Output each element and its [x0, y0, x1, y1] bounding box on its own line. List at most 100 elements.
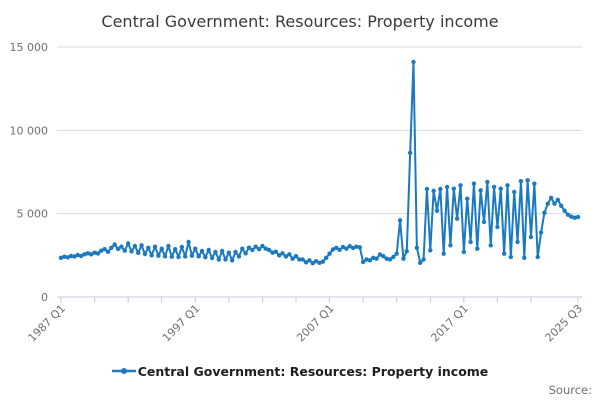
- data-point-marker: [95, 251, 101, 256]
- data-point-marker: [518, 178, 524, 184]
- data-point-marker: [109, 245, 114, 251]
- data-point-marker: [407, 150, 413, 156]
- source-label: Source:: [549, 383, 592, 397]
- data-point-marker: [317, 260, 322, 266]
- data-point-marker: [397, 218, 403, 223]
- data-point-marker: [330, 247, 336, 252]
- data-point-marker: [250, 247, 255, 253]
- data-point-marker: [183, 254, 188, 259]
- data-point-marker: [307, 258, 312, 263]
- data-point-marker: [572, 215, 577, 220]
- data-point-marker: [112, 242, 117, 247]
- data-point-marker: [448, 243, 453, 248]
- data-point-marker: [176, 254, 181, 260]
- data-point-marker: [58, 255, 64, 261]
- data-point-marker: [240, 246, 245, 251]
- data-point-marker: [297, 257, 302, 262]
- data-point-marker: [219, 248, 225, 254]
- data-point-marker: [122, 248, 127, 253]
- data-point-marker: [233, 249, 238, 255]
- x-axis-tick-label: 1997 Q1: [160, 302, 203, 345]
- data-point-marker: [555, 197, 561, 203]
- data-point-marker: [565, 212, 571, 217]
- data-point-marker: [78, 253, 84, 259]
- data-point-marker: [189, 253, 195, 258]
- y-axis-tick-label: 15 000: [10, 41, 49, 54]
- data-point-marker: [246, 245, 252, 250]
- data-point-marker: [310, 260, 315, 266]
- data-point-marker: [270, 250, 275, 255]
- data-point-marker: [475, 246, 480, 251]
- data-point-marker: [350, 245, 356, 251]
- data-point-marker: [421, 257, 426, 262]
- gridlines: [57, 46, 582, 215]
- data-point-marker: [179, 244, 185, 250]
- data-point-marker: [169, 254, 174, 259]
- data-point-marker: [562, 208, 567, 213]
- data-point-marker: [115, 246, 121, 252]
- data-point-marker: [92, 250, 97, 255]
- data-point-marker: [213, 249, 218, 255]
- data-point-marker: [300, 257, 305, 262]
- data-series: [58, 59, 581, 266]
- data-point-marker: [545, 201, 550, 206]
- data-point-marker: [293, 253, 299, 259]
- data-point-marker: [206, 247, 211, 253]
- data-point-marker: [360, 259, 366, 265]
- data-point-marker: [85, 251, 91, 256]
- data-point-marker: [434, 208, 440, 213]
- data-point-marker: [334, 245, 339, 251]
- data-point-marker: [172, 246, 178, 252]
- data-point-marker: [542, 210, 547, 215]
- data-point-marker: [193, 246, 198, 251]
- data-point-marker: [119, 244, 124, 249]
- data-point-marker: [522, 255, 527, 261]
- y-axis-tick-label: 10 000: [10, 124, 49, 137]
- legend: Central Government: Resources: Property …: [112, 364, 488, 379]
- data-point-marker: [146, 245, 151, 251]
- data-point-marker: [381, 253, 386, 259]
- data-point-marker: [99, 248, 104, 253]
- data-point-marker: [236, 254, 242, 259]
- data-point-marker: [424, 186, 430, 192]
- data-point-marker: [68, 253, 74, 259]
- data-point-marker: [347, 243, 352, 249]
- data-point-marker: [287, 252, 292, 257]
- data-point-marker: [337, 247, 342, 253]
- data-point-marker: [159, 246, 164, 251]
- axis-labels: 0 5 000 10 000 15 000 1987 Q1 1997 Q1 2007 Q1 2…: [10, 41, 586, 344]
- data-point-marker: [471, 181, 477, 186]
- data-point-marker: [186, 239, 191, 245]
- data-point-marker: [324, 255, 329, 261]
- data-point-marker: [156, 253, 161, 258]
- data-point-marker: [428, 248, 433, 253]
- x-axis: [57, 296, 582, 303]
- data-point-marker: [478, 188, 483, 193]
- data-point-marker: [152, 244, 158, 249]
- data-point-marker: [438, 186, 443, 192]
- data-point-marker: [552, 201, 557, 206]
- data-point-marker: [136, 250, 141, 256]
- data-point-marker: [162, 254, 168, 259]
- data-point-marker: [243, 251, 248, 256]
- data-point-marker: [327, 251, 332, 256]
- data-point-marker: [377, 252, 383, 257]
- data-point-marker: [125, 241, 131, 246]
- data-point-marker: [105, 249, 111, 255]
- y-axis-tick-label: 0: [41, 291, 48, 304]
- chart-title: Central Government: Resources: Property …: [101, 12, 498, 31]
- data-point-marker: [260, 243, 265, 249]
- data-point-marker: [290, 256, 295, 261]
- data-point-marker: [404, 248, 409, 254]
- data-point-marker: [491, 184, 497, 190]
- data-point-marker: [277, 253, 282, 258]
- data-point-marker: [418, 260, 423, 266]
- data-point-marker: [458, 183, 463, 188]
- data-point-marker: [451, 186, 456, 191]
- data-point-marker: [498, 186, 503, 191]
- data-point-marker: [203, 254, 208, 260]
- data-point-marker: [139, 243, 144, 248]
- data-point-marker: [401, 256, 406, 261]
- data-point-marker: [371, 255, 376, 261]
